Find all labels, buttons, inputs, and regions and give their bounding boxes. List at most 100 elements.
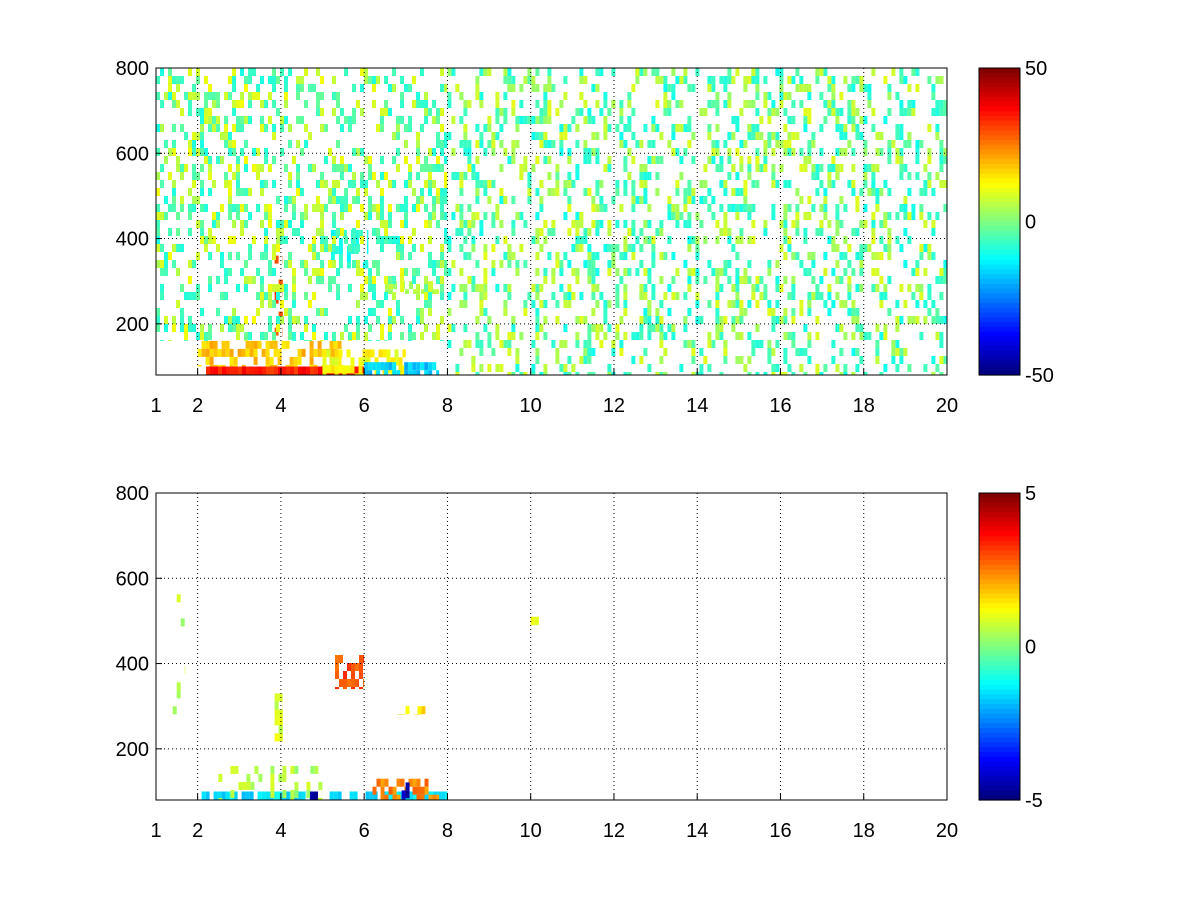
heatmap-cell xyxy=(583,316,588,324)
heatmap-cell xyxy=(216,100,220,108)
heatmap-cell xyxy=(184,164,188,172)
heatmap-cell xyxy=(871,68,876,76)
heatmap-cell xyxy=(711,100,716,108)
heatmap-cell xyxy=(835,324,840,332)
heatmap-cell xyxy=(775,316,780,324)
heatmap-cell xyxy=(176,300,180,308)
heatmap-cell xyxy=(487,140,492,148)
heatmap-cell xyxy=(643,220,648,228)
colorbar-segment xyxy=(979,82,1020,88)
heatmap-cell xyxy=(899,76,904,84)
colorbar-segment xyxy=(979,603,1020,609)
colorbar-segment xyxy=(979,502,1020,508)
heatmap-cell xyxy=(831,356,836,364)
heatmap-cell xyxy=(791,372,796,375)
heatmap-cell xyxy=(527,188,532,196)
heatmap-cell xyxy=(507,332,512,340)
colorbar-segment xyxy=(979,202,1020,208)
heatmap-cell xyxy=(208,188,212,196)
heatmap-cell xyxy=(376,180,380,188)
heatmap-cell xyxy=(232,204,236,212)
heatmap-cell xyxy=(635,68,640,76)
heatmap-cell xyxy=(755,76,760,84)
colorbar-tick-label: -50 xyxy=(1025,365,1054,387)
heatmap-cell xyxy=(803,108,808,116)
heatmap-cell xyxy=(320,268,324,276)
heatmap-cell xyxy=(212,100,216,108)
heatmap-cell xyxy=(511,148,516,156)
heatmap-cell xyxy=(555,108,560,116)
heatmap-cell xyxy=(440,140,444,148)
heatmap-cell xyxy=(927,284,932,292)
heatmap-cell xyxy=(368,212,372,220)
heatmap-cell xyxy=(563,188,568,196)
heatmap-cell xyxy=(204,236,208,244)
heatmap-cell xyxy=(172,124,176,132)
heatmap-cell xyxy=(515,364,520,372)
heatmap-cell xyxy=(543,316,548,324)
heatmap-cell xyxy=(334,246,339,254)
heatmap-cell xyxy=(467,140,472,148)
heatmap-cell xyxy=(555,188,560,196)
heatmap-cell xyxy=(463,284,468,292)
heatmap-cell xyxy=(416,156,420,164)
heatmap-cell xyxy=(819,148,824,156)
heatmap-cell xyxy=(232,236,236,244)
heatmap-cell xyxy=(599,292,604,300)
heatmap-cell xyxy=(519,116,524,124)
heatmap-cell xyxy=(555,252,560,260)
heatmap-cell xyxy=(344,164,348,172)
heatmap-cell xyxy=(268,316,272,324)
heatmap-cell xyxy=(400,252,404,260)
heatmap-cell xyxy=(332,108,336,116)
heatmap-cell xyxy=(276,236,280,244)
heatmap-cell xyxy=(639,324,644,332)
heatmap-cell xyxy=(424,778,429,787)
heatmap-cell xyxy=(755,284,760,292)
heatmap-cell xyxy=(687,284,692,292)
heatmap-cell xyxy=(352,180,356,188)
heatmap-cell xyxy=(675,124,680,132)
heatmap-cell xyxy=(707,300,712,308)
colorbar-segment xyxy=(979,627,1020,633)
heatmap-cell xyxy=(823,212,828,220)
heatmap-cell xyxy=(511,140,516,148)
heatmap-cell xyxy=(787,76,792,84)
heatmap-cell xyxy=(320,260,324,268)
heatmap-cell xyxy=(290,765,295,774)
heatmap-cell xyxy=(400,236,404,244)
heatmap-cell xyxy=(338,254,343,262)
heatmap-cell xyxy=(389,289,393,294)
heatmap-cell xyxy=(491,244,496,252)
heatmap-cell xyxy=(216,308,220,316)
heatmap-cell xyxy=(487,316,492,324)
heatmap-cell xyxy=(943,108,947,116)
heatmap-cell xyxy=(647,332,652,340)
colorbar-segment xyxy=(979,216,1020,223)
heatmap-cell xyxy=(607,364,612,372)
heatmap-cell xyxy=(783,252,788,260)
heatmap-cell xyxy=(269,364,274,367)
heatmap-cell xyxy=(663,84,668,92)
heatmap-cell xyxy=(723,100,728,108)
heatmap-cell xyxy=(408,340,412,341)
heatmap-cell xyxy=(236,116,240,124)
colorbar-segment xyxy=(979,120,1020,127)
heatmap-cell xyxy=(787,244,792,252)
heatmap-cell xyxy=(451,116,456,124)
heatmap-cell xyxy=(352,196,356,204)
heatmap-cell xyxy=(372,228,376,236)
heatmap-cell xyxy=(274,255,279,264)
heatmap-cell xyxy=(543,268,548,276)
heatmap-cell xyxy=(687,212,692,220)
colorbar-segment xyxy=(979,293,1020,299)
colorbar-segment xyxy=(979,737,1020,744)
heatmap-cell xyxy=(587,156,592,164)
heatmap-cell xyxy=(751,76,756,84)
heatmap-cell xyxy=(320,212,324,220)
heatmap-cell xyxy=(160,124,164,132)
heatmap-cell xyxy=(334,357,339,366)
heatmap-cell xyxy=(499,124,504,132)
heatmap-cell xyxy=(835,220,840,228)
colorbar-segment xyxy=(979,651,1020,657)
